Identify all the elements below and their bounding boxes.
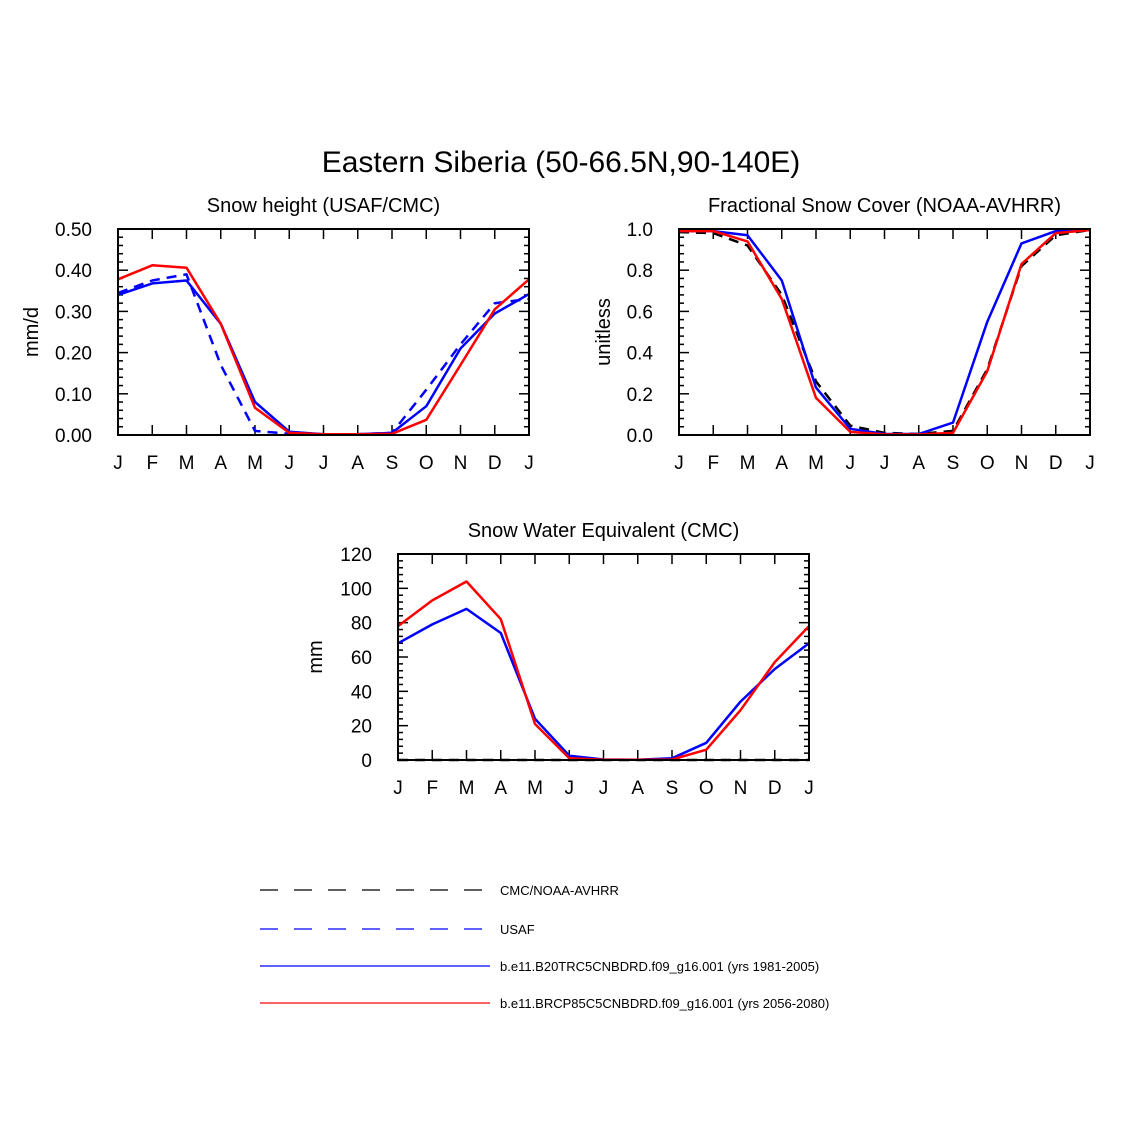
legend: CMC/NOAA-AVHRR USAF b.e11.B20TRC5CNBDRD.f0… xyxy=(260,883,829,1011)
y-tick-label: 0.00 xyxy=(55,426,92,447)
series-line xyxy=(397,580,810,761)
axis-ticks xyxy=(397,553,810,761)
plot-frame xyxy=(397,553,810,761)
x-tick-label: A xyxy=(775,453,788,474)
x-tick-label: M xyxy=(808,453,824,474)
legend-item: b.e11.BRCP85C5CNBDRD.f09_g16.001 (yrs 20… xyxy=(260,996,829,1011)
x-tick-label: J xyxy=(319,453,329,474)
x-tick-label: J xyxy=(1085,453,1095,474)
x-tick-label: S xyxy=(947,453,960,474)
legend-item: b.e11.B20TRC5CNBDRD.f09_g16.001 (yrs 198… xyxy=(260,959,819,974)
y-tick-label: 0.10 xyxy=(55,385,92,406)
axis-ticks xyxy=(117,228,530,436)
x-tick-label: S xyxy=(386,453,399,474)
y-tick-label: 0.2 xyxy=(627,385,653,406)
x-tick-label: J xyxy=(674,453,684,474)
x-tick-label: M xyxy=(247,453,263,474)
x-tick-label: D xyxy=(768,778,782,799)
legend-item: CMC/NOAA-AVHRR xyxy=(260,883,619,898)
y-axis-label: unitless xyxy=(593,298,615,366)
legend-item: USAF xyxy=(260,922,535,937)
y-tick-label: 100 xyxy=(340,579,372,600)
x-tick-label: M xyxy=(179,453,195,474)
series-line xyxy=(117,264,530,436)
x-tick-label: A xyxy=(912,453,925,474)
x-tick-label: F xyxy=(707,453,719,474)
y-tick-label: 20 xyxy=(351,717,372,738)
legend-label: b.e11.B20TRC5CNBDRD.f09_g16.001 (yrs 198… xyxy=(500,959,819,974)
x-tick-label: O xyxy=(699,778,714,799)
y-tick-label: 0.6 xyxy=(627,302,653,323)
x-tick-label: A xyxy=(631,778,644,799)
series-line xyxy=(117,279,530,436)
series-line xyxy=(679,228,1091,436)
figure-title: Eastern Siberia (50-66.5N,90-140E) xyxy=(322,146,801,179)
x-tick-label: F xyxy=(426,778,438,799)
y-tick-label: 0.8 xyxy=(627,261,653,282)
chart-panels: Snow height (USAF/CMC)mm/dJ F M A M J J A S O N D J0… xyxy=(21,195,1095,799)
x-tick-label: A xyxy=(214,453,227,474)
x-tick-label: N xyxy=(454,453,468,474)
x-tick-label: D xyxy=(1049,453,1063,474)
y-tick-label: 0.30 xyxy=(55,302,92,323)
legend-label: CMC/NOAA-AVHRR xyxy=(500,883,619,898)
legend-label: b.e11.BRCP85C5CNBDRD.f09_g16.001 (yrs 20… xyxy=(500,996,829,1011)
y-axis-label: mm xyxy=(305,640,327,673)
x-tick-label: J xyxy=(524,453,534,474)
x-tick-label: O xyxy=(419,453,434,474)
series-line xyxy=(678,228,1091,436)
x-tick-label: M xyxy=(740,453,756,474)
y-tick-label: 120 xyxy=(340,545,372,566)
series-line xyxy=(679,228,1091,436)
chart-swe: Snow Water Equivalent (CMC)mmJ F M A M J J A S O N… xyxy=(305,520,814,799)
chart-title: Fractional Snow Cover (NOAA-AVHRR) xyxy=(708,195,1061,217)
x-tick-label: D xyxy=(488,453,502,474)
x-tick-label: M xyxy=(527,778,543,799)
plot-frame xyxy=(117,228,530,436)
x-tick-label: O xyxy=(980,453,995,474)
x-tick-label: J xyxy=(113,453,123,474)
chart-title: Snow Water Equivalent (CMC) xyxy=(468,520,740,542)
y-tick-label: 40 xyxy=(351,682,372,703)
chart-title: Snow height (USAF/CMC) xyxy=(207,195,440,217)
y-tick-label: 60 xyxy=(351,648,372,669)
series-line xyxy=(397,607,810,761)
x-tick-label: M xyxy=(459,778,475,799)
axis-ticks xyxy=(678,228,1091,436)
x-tick-label: J xyxy=(880,453,890,474)
x-tick-label: J xyxy=(846,453,856,474)
y-tick-label: 0.0 xyxy=(627,426,653,447)
x-tick-label: N xyxy=(1015,453,1029,474)
x-tick-label: J xyxy=(804,778,814,799)
x-tick-label: J xyxy=(599,778,609,799)
y-tick-label: 0.20 xyxy=(55,344,92,365)
y-tick-label: 0.4 xyxy=(627,344,654,365)
legend-label: USAF xyxy=(500,922,535,937)
y-tick-label: 0.50 xyxy=(55,220,92,241)
plot-frame xyxy=(678,228,1091,436)
y-tick-label: 80 xyxy=(351,614,372,635)
chart-snow-cover: Fractional Snow Cover (NOAA-AVHRR) unitle… xyxy=(593,195,1095,474)
x-tick-label: S xyxy=(666,778,679,799)
chart-snow-height: Snow height (USAF/CMC)mm/dJ F M A M J J A S O N D J0… xyxy=(21,195,534,474)
x-tick-label: J xyxy=(285,453,295,474)
y-tick-label: 0 xyxy=(361,751,372,772)
x-tick-label: J xyxy=(393,778,403,799)
x-tick-label: A xyxy=(494,778,507,799)
y-axis-label: mm/d xyxy=(21,307,43,357)
y-tick-label: 0.40 xyxy=(55,261,92,282)
x-tick-label: N xyxy=(734,778,748,799)
y-tick-label: 1.0 xyxy=(627,220,653,241)
x-tick-label: A xyxy=(351,453,364,474)
x-tick-label: F xyxy=(146,453,158,474)
x-tick-label: J xyxy=(565,778,575,799)
